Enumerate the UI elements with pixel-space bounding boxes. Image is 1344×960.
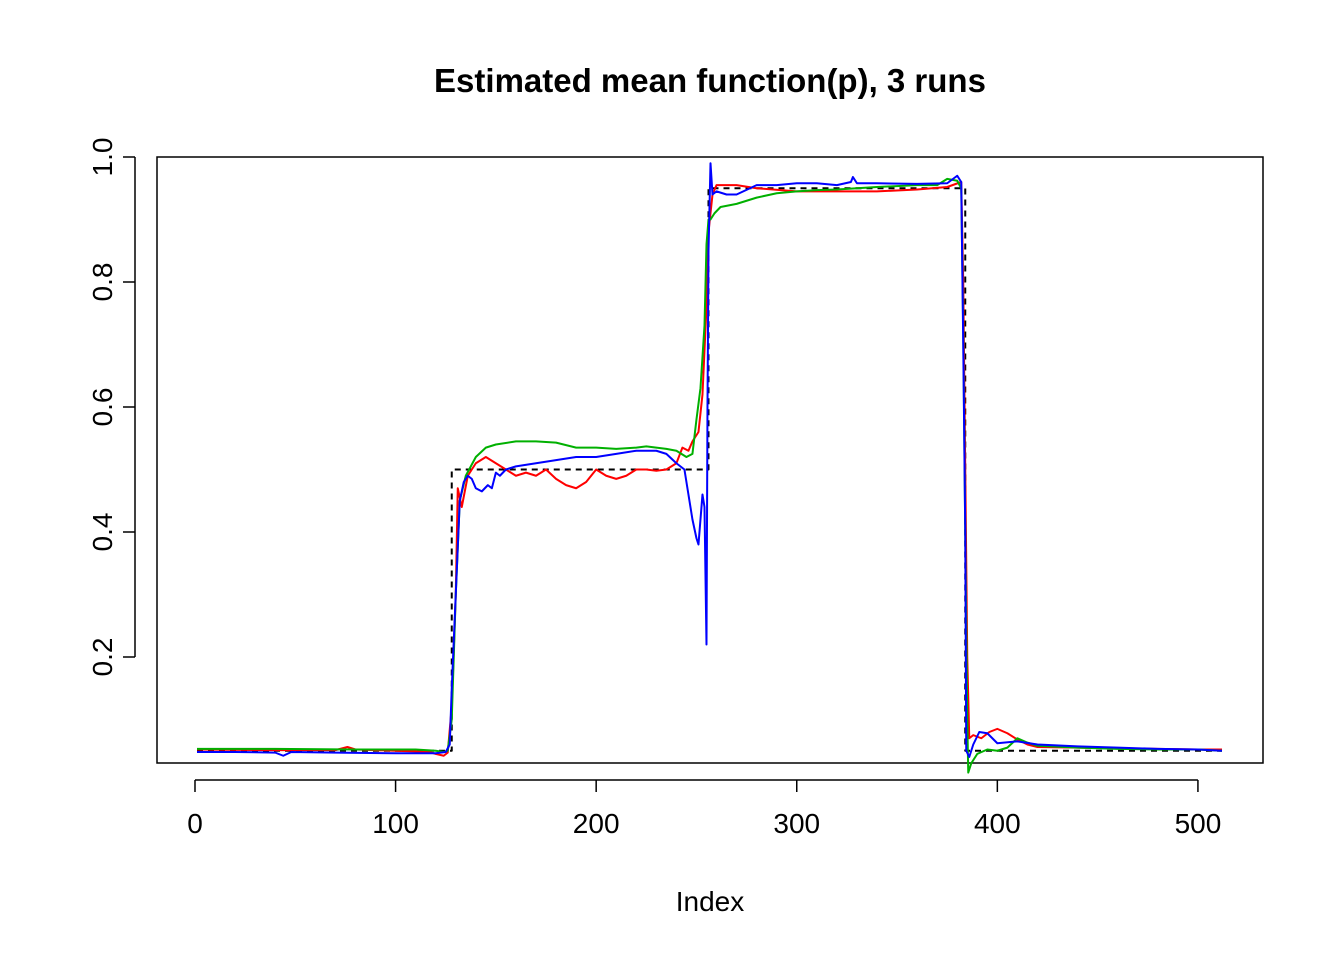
x-axis-label: Index (676, 886, 745, 917)
plot-area-frame (156, 156, 1264, 764)
x-axis: 0 100 200 300 400 500 (187, 779, 1222, 839)
y-tick-label: 0.6 (87, 388, 118, 427)
y-tick-label: 0.2 (87, 638, 118, 677)
x-tick-label: 0 (187, 808, 203, 839)
y-tick-label: 1.0 (87, 138, 118, 177)
y-axis: 0.2 0.4 0.6 0.8 1.0 (87, 138, 136, 677)
series-layer (196, 162, 1223, 774)
x-tick-label: 300 (773, 808, 820, 839)
x-tick-label: 400 (974, 808, 1021, 839)
series-line-3 (197, 162, 1223, 758)
y-tick-label: 0.8 (87, 263, 118, 302)
series-line-reference (197, 187, 1222, 752)
y-tick-label: 0.4 (87, 513, 118, 552)
x-tick-label: 500 (1175, 808, 1222, 839)
x-tick-label: 200 (573, 808, 620, 839)
x-tick-label: 100 (372, 808, 419, 839)
chart-title: Estimated mean function(p), 3 runs (434, 62, 986, 99)
